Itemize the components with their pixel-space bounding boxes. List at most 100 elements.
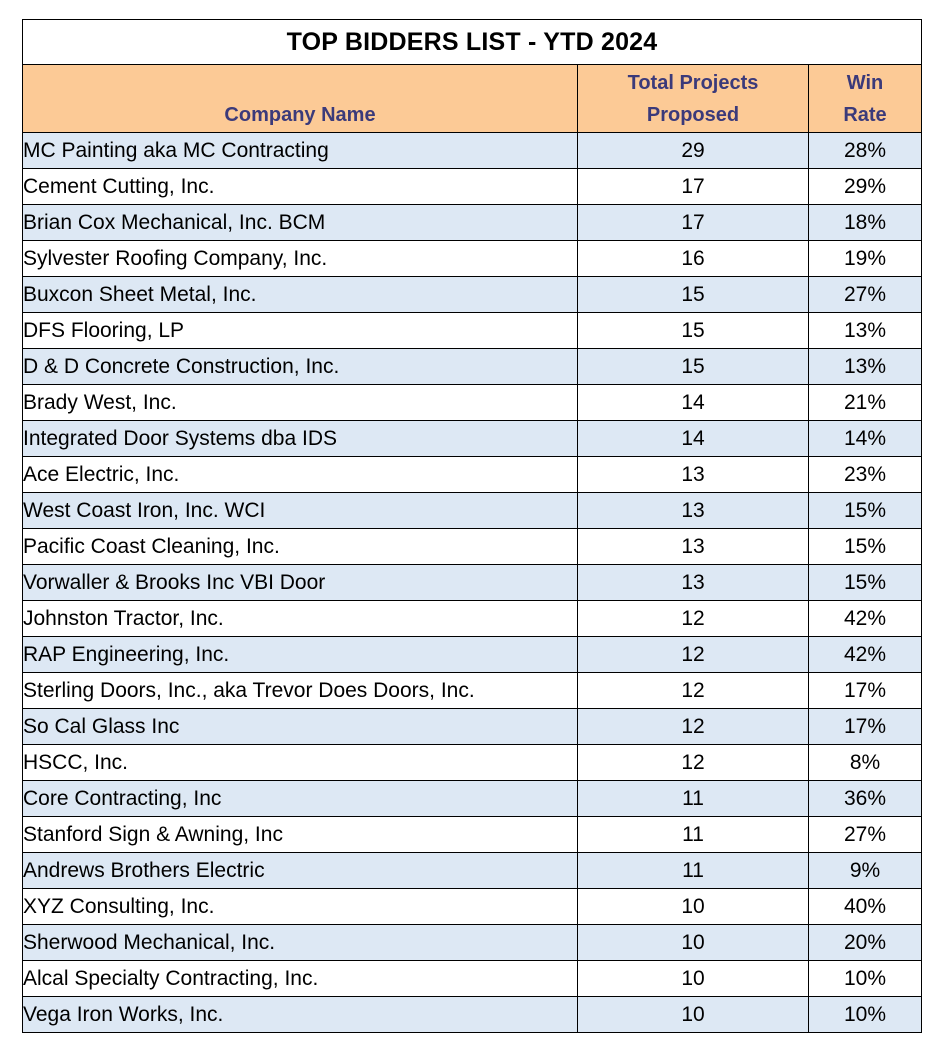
total-projects-cell: 14 (577, 384, 809, 421)
table-row: D & D Concrete Construction, Inc. 15 13% (22, 348, 923, 385)
table-row: Pacific Coast Cleaning, Inc. 13 15% (22, 528, 923, 565)
win-rate-cell: 14% (807, 420, 923, 457)
company-name-cell: Integrated Door Systems dba IDS (22, 420, 578, 457)
company-name-cell: Sylvester Roofing Company, Inc. (22, 240, 578, 277)
table-row: Sylvester Roofing Company, Inc. 16 19% (22, 240, 923, 277)
table-row: Vega Iron Works, Inc. 10 10% (22, 996, 923, 1033)
win-rate-cell: 23% (807, 456, 923, 493)
company-name-cell: Alcal Specialty Contracting, Inc. (22, 960, 578, 997)
table-row: Buxcon Sheet Metal, Inc. 15 27% (22, 276, 923, 313)
header-company-label: Company Name (224, 104, 376, 126)
total-projects-cell: 15 (577, 276, 809, 313)
win-rate-cell: 17% (807, 708, 923, 745)
win-rate-cell: 13% (807, 348, 923, 385)
table-row: DFS Flooring, LP 15 13% (22, 312, 923, 349)
total-projects-cell: 12 (577, 744, 809, 781)
company-name-cell: XYZ Consulting, Inc. (22, 888, 578, 925)
table-row: HSCC, Inc. 12 8% (22, 744, 923, 781)
win-rate-cell: 28% (807, 132, 923, 169)
table-row: So Cal Glass Inc 12 17% (22, 708, 923, 745)
company-name-cell: RAP Engineering, Inc. (22, 636, 578, 673)
table-row: Andrews Brothers Electric 11 9% (22, 852, 923, 889)
win-rate-cell: 9% (807, 852, 923, 889)
table-row: Sterling Doors, Inc., aka Trevor Does Do… (22, 672, 923, 709)
header-rate-line1: Win (846, 71, 884, 94)
total-projects-cell: 13 (577, 456, 809, 493)
company-name-cell: DFS Flooring, LP (22, 312, 578, 349)
win-rate-cell: 21% (807, 384, 923, 421)
company-name-cell: Cement Cutting, Inc. (22, 168, 578, 205)
total-projects-cell: 11 (577, 852, 809, 889)
company-name-cell: Johnston Tractor, Inc. (22, 600, 578, 637)
table-row: Vorwaller & Brooks Inc VBI Door 13 15% (22, 564, 923, 601)
total-projects-cell: 13 (577, 564, 809, 601)
total-projects-cell: 16 (577, 240, 809, 277)
win-rate-cell: 15% (807, 564, 923, 601)
company-name-cell: Pacific Coast Cleaning, Inc. (22, 528, 578, 565)
win-rate-cell: 13% (807, 312, 923, 349)
total-projects-cell: 12 (577, 636, 809, 673)
company-name-cell: Brady West, Inc. (22, 384, 578, 421)
table-row: Brian Cox Mechanical, Inc. BCM 17 18% (22, 204, 923, 241)
total-projects-cell: 29 (577, 132, 809, 169)
header-projects-line2: Proposed (646, 103, 740, 126)
table-row: Integrated Door Systems dba IDS 14 14% (22, 420, 923, 457)
table-row: Brady West, Inc. 14 21% (22, 384, 923, 421)
company-name-cell: Sherwood Mechanical, Inc. (22, 924, 578, 961)
table-row: Sherwood Mechanical, Inc. 10 20% (22, 924, 923, 961)
total-projects-cell: 12 (577, 708, 809, 745)
company-name-cell: MC Painting aka MC Contracting (22, 132, 578, 169)
total-projects-cell: 15 (577, 348, 809, 385)
total-projects-cell: 11 (577, 780, 809, 817)
company-name-cell: West Coast Iron, Inc. WCI (22, 492, 578, 529)
company-name-cell: HSCC, Inc. (22, 744, 578, 781)
header-rate-line2: Rate (843, 103, 887, 126)
table-row: Ace Electric, Inc. 13 23% (22, 456, 923, 493)
table-body: MC Painting aka MC Contracting 29 28% Cemen… (22, 132, 923, 1033)
win-rate-cell: 29% (807, 168, 923, 205)
company-name-cell: Ace Electric, Inc. (22, 456, 578, 493)
top-bidders-table: TOP BIDDERS LIST - YTD 2024 Company Name… (21, 19, 923, 1033)
win-rate-cell: 18% (807, 204, 923, 241)
table-row: Alcal Specialty Contracting, Inc. 10 10% (22, 960, 923, 997)
win-rate-cell: 27% (807, 816, 923, 853)
header-total-projects: Total Projects Proposed (577, 64, 809, 133)
win-rate-cell: 19% (807, 240, 923, 277)
company-name-cell: Vega Iron Works, Inc. (22, 996, 578, 1033)
header-projects-line1: Total Projects (627, 71, 759, 94)
table-row: West Coast Iron, Inc. WCI 13 15% (22, 492, 923, 529)
win-rate-cell: 42% (807, 600, 923, 637)
company-name-cell: Sterling Doors, Inc., aka Trevor Does Do… (22, 672, 578, 709)
table-row: Johnston Tractor, Inc. 12 42% (22, 600, 923, 637)
win-rate-cell: 10% (807, 996, 923, 1033)
win-rate-cell: 27% (807, 276, 923, 313)
win-rate-cell: 20% (807, 924, 923, 961)
header-company-name: Company Name (22, 64, 578, 133)
win-rate-cell: 8% (807, 744, 923, 781)
company-name-cell: Andrews Brothers Electric (22, 852, 578, 889)
table-title: TOP BIDDERS LIST - YTD 2024 (21, 19, 923, 65)
company-name-cell: Buxcon Sheet Metal, Inc. (22, 276, 578, 313)
table-row: Core Contracting, Inc 11 36% (22, 780, 923, 817)
total-projects-cell: 15 (577, 312, 809, 349)
total-projects-cell: 13 (577, 492, 809, 529)
total-projects-cell: 10 (577, 960, 809, 997)
total-projects-cell: 10 (577, 924, 809, 961)
total-projects-cell: 10 (577, 888, 809, 925)
company-name-cell: So Cal Glass Inc (22, 708, 578, 745)
table-row: RAP Engineering, Inc. 12 42% (22, 636, 923, 673)
table-row: Stanford Sign & Awning, Inc 11 27% (22, 816, 923, 853)
company-name-cell: Stanford Sign & Awning, Inc (22, 816, 578, 853)
company-name-cell: Brian Cox Mechanical, Inc. BCM (22, 204, 578, 241)
win-rate-cell: 42% (807, 636, 923, 673)
win-rate-cell: 40% (807, 888, 923, 925)
table-row: MC Painting aka MC Contracting 29 28% (22, 132, 923, 169)
total-projects-cell: 10 (577, 996, 809, 1033)
win-rate-cell: 15% (807, 492, 923, 529)
win-rate-cell: 36% (807, 780, 923, 817)
total-projects-cell: 17 (577, 204, 809, 241)
total-projects-cell: 12 (577, 672, 809, 709)
total-projects-cell: 12 (577, 600, 809, 637)
company-name-cell: Vorwaller & Brooks Inc VBI Door (22, 564, 578, 601)
header-win-rate: Win Rate (807, 64, 923, 133)
